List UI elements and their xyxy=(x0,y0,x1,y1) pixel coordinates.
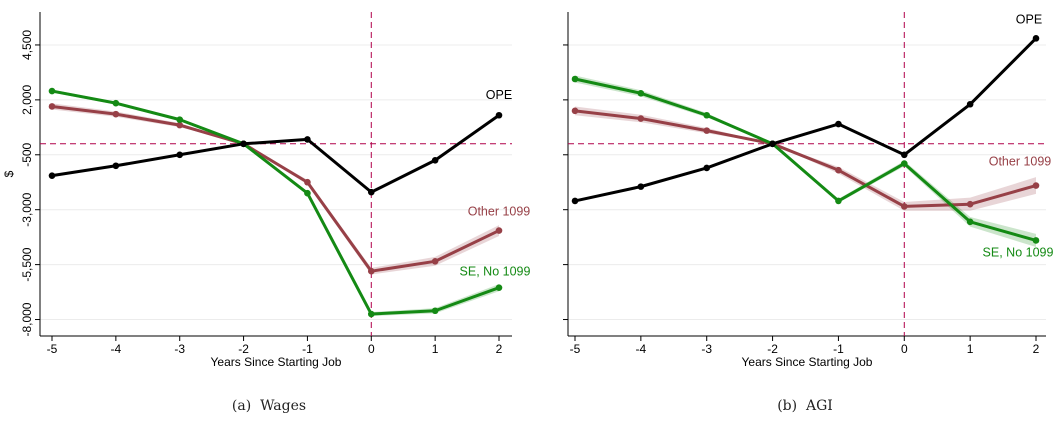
x-tick-label: -2 xyxy=(238,342,249,356)
data-point-other-1099 xyxy=(835,166,842,174)
data-point-se-no-1099 xyxy=(48,87,56,95)
y-axis-label: $ xyxy=(2,170,16,177)
data-point-other-1099 xyxy=(176,121,184,129)
series-label-se-no-1099: SE, No 1099 xyxy=(460,265,531,279)
x-tick-label: -1 xyxy=(302,342,313,356)
data-point-ope xyxy=(240,140,247,148)
x-tick-label: 1 xyxy=(967,342,974,356)
y-tick-label: -5,500 xyxy=(20,247,34,281)
data-point-ope xyxy=(431,156,439,164)
data-point-se-no-1099 xyxy=(966,218,974,226)
data-point-other-1099 xyxy=(571,107,579,115)
data-point-ope xyxy=(966,100,974,108)
data-point-other-1099 xyxy=(637,115,645,122)
ci-band-other-1099 xyxy=(575,106,1036,211)
data-point-se-no-1099 xyxy=(367,310,375,318)
data-point-other-1099 xyxy=(48,103,56,110)
data-point-ope xyxy=(703,164,711,172)
series-line-other-1099 xyxy=(51,104,500,273)
y-tick-label: 2,000 xyxy=(20,85,34,115)
series-label-se-no-1099: SE, No 1099 xyxy=(983,245,1054,259)
series-label-other-1099: Other 1099 xyxy=(989,155,1052,169)
x-tick-label: -3 xyxy=(174,342,185,356)
caption-a-title: Wages xyxy=(260,398,307,414)
caption-a: (a) Wages xyxy=(232,398,306,414)
data-point-se-no-1099 xyxy=(176,116,184,123)
data-point-ope xyxy=(367,188,375,196)
y-tick-label: -8,000 xyxy=(20,302,34,336)
data-point-se-no-1099 xyxy=(703,111,711,119)
x-tick-label: -3 xyxy=(701,342,712,356)
series-line-ope xyxy=(51,114,500,194)
data-point-se-no-1099 xyxy=(431,307,439,315)
data-point-other-1099 xyxy=(966,200,974,208)
x-tick-label: -2 xyxy=(767,342,778,356)
data-point-se-no-1099 xyxy=(900,160,908,167)
x-tick-label: -1 xyxy=(833,342,844,356)
series-line-se-no-1099 xyxy=(51,89,500,316)
data-point-ope xyxy=(769,140,776,148)
y-tick-label: -500 xyxy=(20,142,34,166)
x-tick-label: 2 xyxy=(1033,342,1040,356)
x-axis-label: Years Since Starting Job xyxy=(211,355,342,369)
x-tick-label: -5 xyxy=(47,342,58,356)
x-tick-label: -5 xyxy=(570,342,581,356)
ci-band-other-1099 xyxy=(52,103,499,275)
data-point-se-no-1099 xyxy=(571,75,579,83)
series-line-other-1099 xyxy=(574,109,1037,208)
data-point-other-1099 xyxy=(1032,182,1040,189)
series-label-other-1099: Other 1099 xyxy=(468,205,531,219)
ci-band-se-no-1099 xyxy=(52,89,499,317)
data-point-ope xyxy=(48,172,56,179)
data-point-se-no-1099 xyxy=(1032,237,1040,244)
caption-b-title: AGI xyxy=(805,398,833,414)
data-point-ope xyxy=(900,151,908,159)
ci-band-se-no-1099 xyxy=(575,75,1036,248)
y-tick-label: 4,500 xyxy=(20,30,34,60)
caption-a-label: (a) xyxy=(231,398,252,414)
series-label-ope: OPE xyxy=(486,88,512,102)
data-point-ope xyxy=(112,162,120,170)
data-point-se-no-1099 xyxy=(835,197,842,205)
data-point-ope xyxy=(571,197,579,205)
data-point-se-no-1099 xyxy=(495,284,503,291)
data-point-other-1099 xyxy=(495,227,503,234)
series-line-se-no-1099 xyxy=(574,77,1037,242)
data-point-other-1099 xyxy=(900,203,908,210)
data-point-se-no-1099 xyxy=(112,99,120,107)
x-tick-label: -4 xyxy=(111,342,122,356)
x-axis-label: Years Since Starting Job xyxy=(742,355,873,369)
data-point-ope xyxy=(637,183,645,190)
caption-b: (b) AGI xyxy=(777,398,833,414)
chart-panel-b: -5 -4 -3 -2 -1 0 1 2 Years Since Starting Job Oth… xyxy=(563,12,1053,369)
data-point-se-no-1099 xyxy=(304,189,311,197)
data-point-other-1099 xyxy=(431,258,439,265)
x-tick-label: 0 xyxy=(901,342,908,356)
data-point-other-1099 xyxy=(304,178,311,186)
data-point-ope xyxy=(304,136,311,143)
y-tick-label: -3,000 xyxy=(20,192,34,226)
x-tick-label: -4 xyxy=(636,342,647,356)
data-point-other-1099 xyxy=(367,267,375,275)
data-point-ope xyxy=(835,120,842,128)
data-point-ope xyxy=(176,151,184,159)
data-point-ope xyxy=(1032,35,1040,42)
data-point-other-1099 xyxy=(703,127,711,134)
caption-b-label: (b) xyxy=(777,398,798,414)
x-tick-label: 1 xyxy=(432,342,439,356)
series-label-ope: OPE xyxy=(1016,12,1042,26)
x-tick-label: 0 xyxy=(368,342,375,356)
data-point-se-no-1099 xyxy=(637,89,645,97)
data-point-other-1099 xyxy=(112,110,120,118)
series-line-ope xyxy=(574,37,1038,203)
chart-panel-a: -8,000 -5,500 -3,000 -500 2,000 4,500 -5 -4 -3 -2… xyxy=(2,12,530,369)
x-tick-label: 2 xyxy=(496,342,503,356)
data-point-ope xyxy=(495,111,503,119)
